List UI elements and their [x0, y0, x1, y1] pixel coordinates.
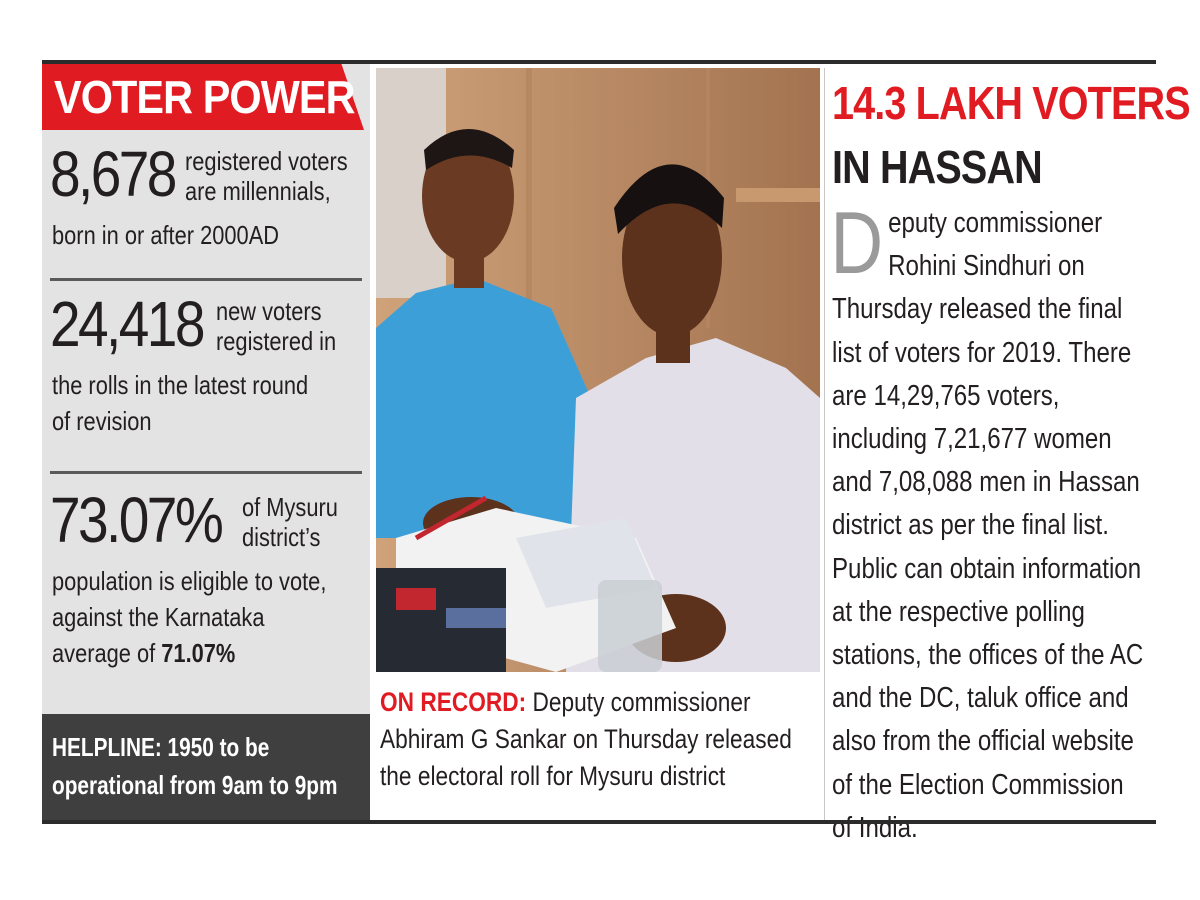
stat-average-prefix: average of [52, 638, 162, 668]
stat-description: born in or after 2000AD [52, 220, 280, 250]
stat-side-line: of Mysuru [242, 492, 338, 522]
photo-caption: ON RECORD: Deputy commissioner Abhiram G… [380, 684, 817, 795]
stat-divider [50, 471, 362, 474]
article-text: eputy commissioner Rohini Sindhuri on Th… [832, 207, 1144, 844]
voter-power-banner [42, 64, 364, 130]
stat-description: against the Karnataka [52, 602, 265, 632]
stat-figure: 24,418 [50, 288, 205, 360]
stat-side-line: are millennials, [185, 176, 331, 206]
helpline-box: HELPLINE: 1950 to be operational from 9a… [42, 714, 370, 820]
voter-power-panel: VOTER POWER 8,678 registered voters are … [42, 64, 370, 820]
stat-side-line: registered voters [185, 146, 348, 176]
press-photo-illustration [376, 68, 820, 672]
stat-side-line: district’s [242, 522, 321, 552]
voter-power-title: VOTER POWER [54, 71, 356, 123]
stat-description: of revision [52, 406, 152, 436]
stat-divider [50, 278, 362, 281]
stat-figure: 73.07% [50, 484, 224, 556]
stat-side-line: registered in [216, 326, 337, 356]
bottom-rule [42, 820, 1156, 824]
stat-description: average of 71.07% [52, 636, 235, 671]
drop-cap: D [830, 193, 884, 292]
hassan-headline-black: IN HASSAN [832, 141, 1043, 193]
column-separator [824, 68, 825, 820]
stat-side-line: new voters [216, 296, 322, 326]
caption-lead: ON RECORD: [380, 687, 527, 717]
stat-figure: 8,678 [50, 138, 177, 210]
stat-description: population is eligible to vote, [52, 566, 327, 596]
caption-text: Deputy commissioner Abhiram G Sankar on … [380, 687, 792, 791]
hassan-headline-red: 14.3 LAKH VOTERS [832, 77, 1191, 129]
press-photo [376, 68, 820, 672]
stat-description: the rolls in the latest round [52, 370, 309, 400]
karnataka-average-value: 71.07% [161, 638, 236, 668]
helpline-text: HELPLINE: 1950 to be operational from 9a… [52, 732, 338, 800]
top-rule [42, 60, 1156, 64]
